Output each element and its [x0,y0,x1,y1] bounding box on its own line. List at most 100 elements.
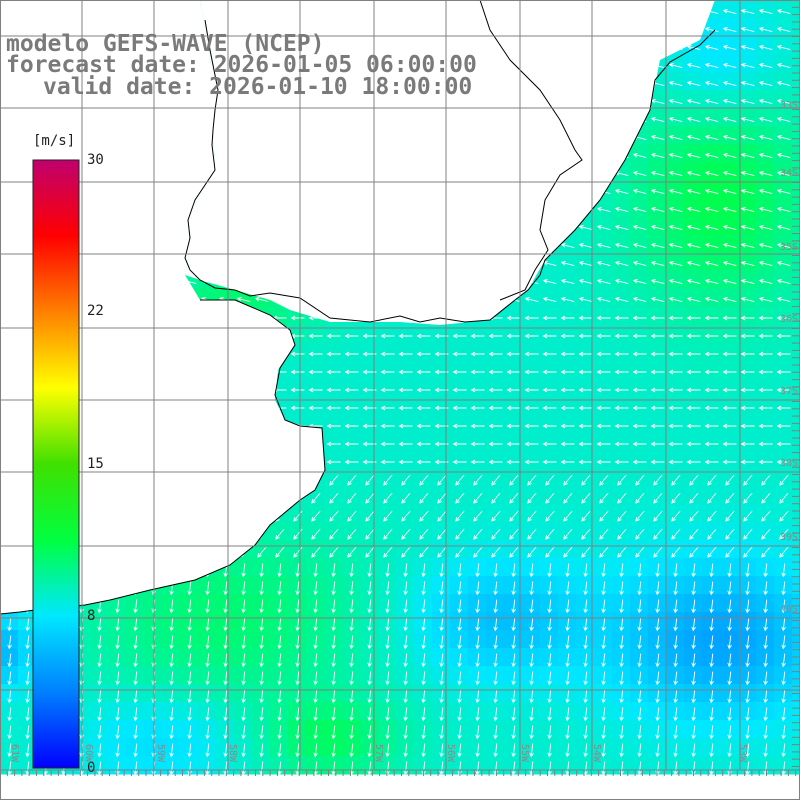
wind-speed-cell [522,468,541,487]
wind-arrow [563,546,573,558]
wind-speed-cell [630,684,649,703]
wind-speed-cell [738,702,757,721]
wind-speed-cell [666,612,685,631]
wind-arrow [776,62,791,69]
wind-speed-cell [702,612,721,631]
wind-speed-cell [702,522,721,541]
wind-arrow [529,635,534,650]
wind-speed-cell [540,504,559,523]
wind-speed-cell [378,396,397,415]
wind-speed-cell [720,648,739,667]
wind-arrow [583,725,588,740]
wind-arrow [511,581,516,596]
wind-speed-cell [666,126,685,145]
wind-arrow [740,44,755,51]
colorbar-tick-8: 8 [87,608,96,624]
wind-arrow [511,599,516,614]
wind-speed-cell [414,504,433,523]
wind-speed-cell [216,720,235,739]
wind-speed-cell [468,342,487,361]
wind-arrow [758,459,773,465]
wind-arrow [614,369,629,375]
wind-speed-cell [666,270,685,289]
wind-speed-cell [378,576,397,595]
wind-speed-cell [450,720,469,739]
wind-speed-cell [666,558,685,577]
wind-arrow [563,474,573,486]
wind-arrow [542,333,557,339]
wind-speed-cell [684,126,703,145]
wind-arrow [727,725,732,740]
wind-speed-cell [486,630,505,649]
wind-speed-cell [648,738,667,757]
wind-arrow [470,459,485,465]
wind-arrow [475,653,480,668]
wind-arrow [740,296,755,303]
wind-speed-cell [630,432,649,451]
wind-arrow [491,546,501,558]
wind-arrow [650,134,665,141]
wind-arrow [398,369,413,375]
wind-arrow [205,599,210,614]
wind-speed-cell [324,630,343,649]
wind-arrow [758,441,773,447]
wind-arrow [97,635,102,650]
wind-speed-cell [252,612,271,631]
wind-speed-cell [594,324,613,343]
wind-speed-cell [126,684,145,703]
wind-speed-cell [378,720,397,739]
wind-speed-cell [306,378,325,397]
wind-arrow [565,563,570,578]
wind-arrow [704,315,719,321]
coastline-lower [0,299,326,615]
wind-arrow [653,510,663,522]
wind-arrow [596,369,611,375]
wind-speed-cell [756,324,775,343]
wind-arrow [578,423,593,429]
wind-speed-cell [774,252,793,271]
wind-speed-cell [576,702,595,721]
wind-speed-cell [738,90,757,109]
wind-arrow [452,369,467,375]
wind-speed-cell [756,720,775,739]
wind-speed-cell [702,468,721,487]
wind-arrow [326,333,341,339]
wind-speed-cell [126,720,145,739]
wind-arrow [745,563,750,578]
wind-speed-cell [720,612,739,631]
wind-arrow [398,423,413,429]
wind-speed-cell [576,468,595,487]
wind-arrow [614,188,629,195]
wind-arrow [578,387,593,393]
wind-arrow [578,351,593,357]
wind-arrow [781,671,786,686]
wind-speed-cell [756,54,775,73]
wind-arrow [655,689,660,704]
wind-arrow [295,599,300,614]
wind-speed-cell [162,594,181,613]
wind-arrow [380,387,395,393]
wind-arrow [578,224,593,231]
wind-arrow [763,671,768,686]
wind-arrow [115,635,120,650]
wind-arrow [614,441,629,447]
wind-arrow [455,474,465,486]
wind-arrow [632,441,647,447]
wind-speed-cell [792,342,800,361]
wind-arrow [686,260,701,267]
wind-speed-cell [522,486,541,505]
wind-arrow [583,599,588,614]
wind-arrow [560,387,575,393]
wind-arrow [758,369,773,375]
wind-arrow [290,315,305,321]
wind-speed-cell [360,378,379,397]
wind-speed-cell [198,720,217,739]
wind-speed-cell [108,738,127,757]
wind-speed-cell [792,72,800,91]
wind-arrow [509,510,519,522]
wind-arrow [619,671,624,686]
wind-arrow [650,242,665,249]
wind-arrow [740,423,755,429]
wind-speed-cell [558,522,577,541]
wind-speed-cell [720,540,739,559]
